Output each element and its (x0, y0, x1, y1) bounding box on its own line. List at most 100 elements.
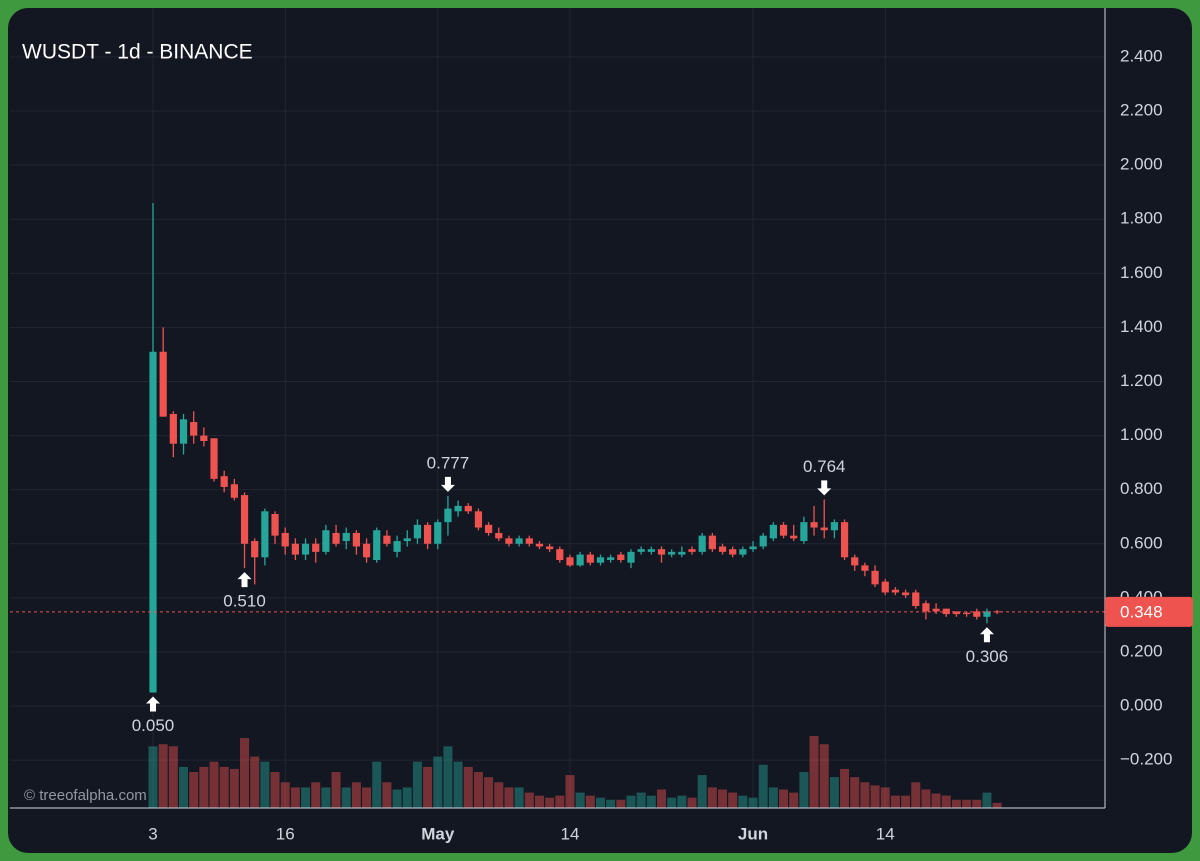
candle-body (230, 484, 238, 498)
candle-body (362, 543, 371, 558)
volume-bar (524, 792, 534, 808)
volume-bar (911, 782, 921, 808)
chart-title: WUSDT - 1d - BINANCE (22, 41, 253, 64)
candle-body (698, 535, 706, 552)
volume-bar (331, 772, 341, 808)
candle-body (332, 532, 340, 544)
candle-body (718, 546, 727, 552)
candle-body (810, 522, 818, 528)
candle-body (403, 538, 411, 542)
candle-body (607, 557, 615, 560)
candle-body (474, 511, 483, 528)
volume-bar (921, 789, 931, 808)
low-marker-label: 0.050 (132, 716, 175, 735)
volume-bar (718, 789, 728, 808)
y-tick-label: 2.000 (1120, 155, 1163, 174)
candle-body (993, 611, 1001, 613)
volume-bar (555, 795, 565, 808)
volume-bar (768, 787, 778, 808)
candle-body (261, 511, 269, 558)
candle-body (871, 570, 879, 585)
candle-body (576, 554, 584, 566)
candle-body (556, 549, 564, 560)
volume-bar (575, 792, 585, 808)
candle-body (505, 538, 513, 544)
candle-body (352, 532, 360, 547)
volume-bar (158, 744, 168, 808)
candle-body (647, 549, 655, 552)
high-marker-arrow (440, 476, 455, 492)
candle-body (800, 522, 808, 542)
volume-bar (168, 746, 178, 808)
volume-bar (646, 795, 656, 808)
volume-bar (301, 787, 311, 808)
candle-body (485, 524, 493, 533)
x-tick-label: Jun (738, 824, 768, 843)
volume-bar (789, 792, 799, 808)
candle-body (179, 419, 188, 444)
low-marker-arrow (146, 696, 160, 712)
volume-bar (209, 761, 219, 808)
volume-bar (270, 772, 280, 808)
volume-bar (829, 777, 839, 808)
volume-bar (280, 782, 290, 808)
candle-body (383, 535, 391, 544)
candle-body (423, 524, 432, 544)
y-tick-label: 0.800 (1120, 479, 1163, 498)
volume-bar (636, 792, 646, 808)
candle-body (525, 538, 533, 544)
volume-bar (819, 744, 829, 808)
candle-body (200, 435, 208, 441)
candle-body (301, 543, 310, 555)
volume-bar (199, 766, 209, 808)
volume-bar (941, 795, 951, 808)
volume-bar (545, 797, 555, 808)
volume-bar (504, 787, 514, 808)
candle-body (149, 351, 157, 693)
candle-body (942, 608, 950, 615)
volume-bar (423, 766, 433, 808)
volume-bar (484, 777, 494, 808)
candle-body (413, 524, 422, 539)
volume-bar (657, 789, 666, 808)
candle-body (464, 505, 472, 512)
y-tick-label: 2.400 (1120, 46, 1163, 65)
volume-bar (738, 795, 748, 808)
volume-bar (565, 775, 575, 808)
volume-bar (931, 793, 941, 808)
volume-bar (677, 795, 687, 808)
candle-body (708, 535, 716, 550)
volume-bar (402, 787, 412, 808)
x-tick-label: 14 (561, 824, 580, 843)
high-marker-label: 0.777 (427, 453, 470, 472)
candle-body (454, 505, 462, 512)
volume-bar (412, 761, 422, 808)
volume-bar (453, 761, 463, 808)
volume-bar (728, 792, 738, 808)
candle-body (535, 543, 544, 547)
x-tick-label: 16 (276, 824, 295, 843)
candle-body (210, 438, 218, 479)
volume-bar (240, 738, 250, 808)
y-tick-label: 1.400 (1120, 317, 1163, 336)
volume-bar (189, 772, 199, 808)
candle-body (169, 413, 177, 444)
candle-body (922, 603, 930, 612)
x-tick-label: 14 (876, 824, 895, 843)
volume-bar (707, 787, 717, 808)
candle-body (342, 532, 350, 542)
candle-body (240, 495, 249, 544)
candle-body (963, 612, 971, 615)
volume-bar (585, 795, 595, 808)
volume-bar (382, 782, 392, 808)
candle-body (688, 549, 696, 552)
candle-body (657, 549, 666, 555)
candle-body (851, 557, 859, 566)
candle-body (566, 557, 574, 566)
volume-bar (901, 795, 911, 808)
candle-body (444, 508, 452, 523)
volume-bar (606, 799, 616, 808)
last-price-label: 0.348 (1120, 602, 1163, 621)
